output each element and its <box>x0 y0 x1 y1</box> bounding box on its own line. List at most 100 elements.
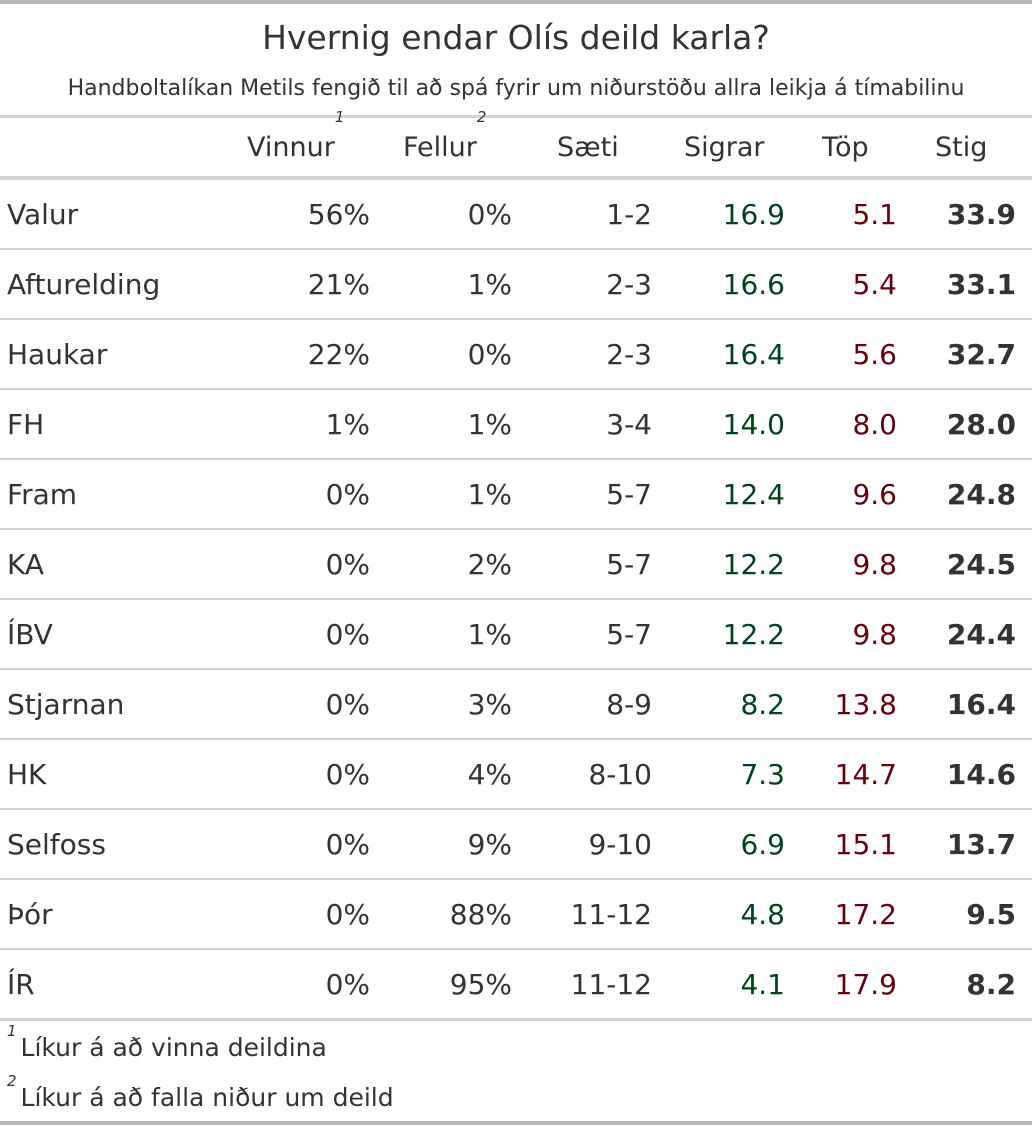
table-row: Afturelding 21% 1% 2-3 16.6 5.4 33.1 <box>0 250 1032 320</box>
table-row: ÍBV 0% 1% 5-7 12.2 9.8 24.4 <box>0 600 1032 670</box>
wins-cell: 8.2 <box>740 688 785 721</box>
position-cell: 2-3 <box>606 338 652 371</box>
top-rule <box>0 0 1032 4</box>
relegation-cell: 1% <box>467 408 512 441</box>
table-row: Haukar 22% 0% 2-3 16.4 5.6 32.7 <box>0 320 1032 390</box>
win-cell: 56% <box>307 198 370 231</box>
points-cell: 33.9 <box>946 198 1016 231</box>
wins-cell: 16.4 <box>722 338 785 371</box>
table-row: HK 0% 4% 8-10 7.3 14.7 14.6 <box>0 740 1032 810</box>
points-cell: 9.5 <box>966 898 1016 931</box>
points-cell: 14.6 <box>946 758 1016 791</box>
losses-cell: 8.0 <box>852 408 897 441</box>
column-header-points: Stig <box>935 132 988 163</box>
relegation-cell: 3% <box>467 688 512 721</box>
relegation-cell: 2% <box>467 548 512 581</box>
position-cell: 2-3 <box>606 268 652 301</box>
team-cell: HK <box>7 758 47 791</box>
points-cell: 24.5 <box>946 548 1016 581</box>
column-header-losses: Töp <box>822 132 869 163</box>
win-cell: 22% <box>307 338 370 371</box>
win-cell: 0% <box>325 688 370 721</box>
wins-cell: 12.2 <box>722 548 785 581</box>
relegation-cell: 1% <box>467 478 512 511</box>
points-cell: 16.4 <box>946 688 1016 721</box>
losses-cell: 17.9 <box>834 968 897 1001</box>
table-row: Þór 0% 88% 11-12 4.8 17.2 9.5 <box>0 880 1032 950</box>
footer-top-rule <box>0 1018 1032 1021</box>
wins-cell: 6.9 <box>740 828 785 861</box>
wins-cell: 4.8 <box>740 898 785 931</box>
losses-cell: 9.6 <box>852 478 897 511</box>
team-cell: Selfoss <box>7 828 106 861</box>
table-row: FH 1% 1% 3-4 14.0 8.0 28.0 <box>0 390 1032 460</box>
relegation-cell: 88% <box>449 898 512 931</box>
losses-cell: 5.6 <box>852 338 897 371</box>
relegation-cell: 95% <box>449 968 512 1001</box>
win-cell: 0% <box>325 548 370 581</box>
wins-cell: 14.0 <box>722 408 785 441</box>
position-cell: 5-7 <box>606 548 652 581</box>
table-row: KA 0% 2% 5-7 12.2 9.8 24.5 <box>0 530 1032 600</box>
points-cell: 8.2 <box>966 968 1016 1001</box>
team-cell: Valur <box>7 198 79 231</box>
points-cell: 32.7 <box>946 338 1016 371</box>
relegation-cell: 0% <box>467 338 512 371</box>
team-cell: Stjarnan <box>7 688 125 721</box>
win-cell: 1% <box>325 408 370 441</box>
wins-cell: 12.2 <box>722 618 785 651</box>
position-cell: 1-2 <box>606 198 652 231</box>
position-cell: 11-12 <box>570 898 652 931</box>
losses-cell: 14.7 <box>834 758 897 791</box>
table-row: Selfoss 0% 9% 9-10 6.9 15.1 13.7 <box>0 810 1032 880</box>
footnote-2: 2Líkur á að falla niður um deild <box>7 1072 394 1113</box>
points-cell: 24.8 <box>946 478 1016 511</box>
position-cell: 5-7 <box>606 618 652 651</box>
wins-cell: 7.3 <box>740 758 785 791</box>
position-cell: 11-12 <box>570 968 652 1001</box>
points-cell: 13.7 <box>946 828 1016 861</box>
team-cell: Þór <box>7 898 53 931</box>
losses-cell: 9.8 <box>852 548 897 581</box>
losses-cell: 15.1 <box>834 828 897 861</box>
team-cell: Afturelding <box>7 268 161 301</box>
column-header-position: Sæti <box>557 132 619 163</box>
relegation-cell: 1% <box>467 268 512 301</box>
header-bottom-rule <box>0 176 1032 180</box>
relegation-cell: 0% <box>467 198 512 231</box>
win-cell: 0% <box>325 478 370 511</box>
win-cell: 0% <box>325 758 370 791</box>
win-cell: 21% <box>307 268 370 301</box>
team-cell: Haukar <box>7 338 108 371</box>
relegation-cell: 1% <box>467 618 512 651</box>
position-cell: 5-7 <box>606 478 652 511</box>
wins-cell: 16.9 <box>722 198 785 231</box>
losses-cell: 13.8 <box>834 688 897 721</box>
losses-cell: 9.8 <box>852 618 897 651</box>
relegation-cell: 4% <box>467 758 512 791</box>
column-header-relegation: Fellur2 <box>403 108 487 164</box>
points-cell: 33.1 <box>946 268 1016 301</box>
position-cell: 8-9 <box>606 688 652 721</box>
wins-cell: 16.6 <box>722 268 785 301</box>
team-cell: KA <box>7 548 45 581</box>
wins-cell: 4.1 <box>740 968 785 1001</box>
table-row: Stjarnan 0% 3% 8-9 8.2 13.8 16.4 <box>0 670 1032 740</box>
table-row: ÍR 0% 95% 11-12 4.1 17.9 8.2 <box>0 950 1032 1020</box>
relegation-cell: 9% <box>467 828 512 861</box>
position-cell: 8-10 <box>588 758 652 791</box>
win-cell: 0% <box>325 968 370 1001</box>
team-cell: ÍBV <box>7 618 53 651</box>
win-cell: 0% <box>325 828 370 861</box>
column-header-wins: Sigrar <box>684 132 765 163</box>
wins-cell: 12.4 <box>722 478 785 511</box>
table-row: Valur 56% 0% 1-2 16.9 5.1 33.9 <box>0 180 1032 250</box>
footnote-1: 1Líkur á að vinna deildina <box>7 1022 327 1063</box>
win-cell: 0% <box>325 898 370 931</box>
table-subtitle: Handboltalíkan Metils fengið til að spá … <box>67 76 965 101</box>
win-cell: 0% <box>325 618 370 651</box>
team-cell: Fram <box>7 478 78 511</box>
position-cell: 3-4 <box>606 408 652 441</box>
points-cell: 28.0 <box>946 408 1016 441</box>
